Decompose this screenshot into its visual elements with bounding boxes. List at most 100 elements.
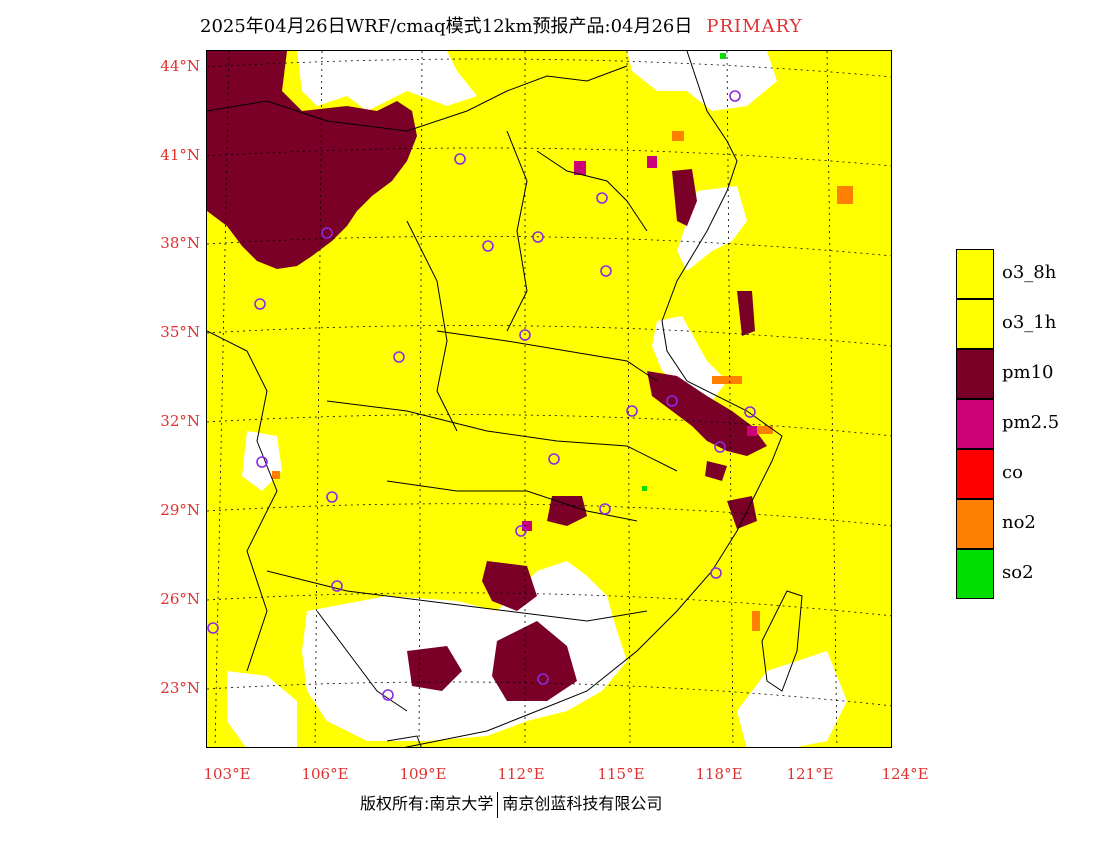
clean-area-north [297,51,477,111]
boundary-hunan [386,480,638,522]
pm25-spot-hunan [522,521,532,531]
lat-label-41: 41°N [160,146,200,164]
parallel-41 [207,147,891,167]
legend-item: no2 [956,499,1076,549]
parallel-29 [207,503,891,527]
lat-label-44: 44°N [160,57,200,75]
meridian-103 [214,51,230,747]
meridian-121 [826,51,838,747]
legend-item: so2 [956,549,1076,599]
lon-label-106: 106°E [301,765,349,783]
legend-item: o3_8h [956,249,1076,299]
legend-swatch [956,449,994,499]
meridian-109 [418,51,423,747]
meridian-106 [314,51,323,747]
pm10-area-zhejiang [705,461,727,481]
station-markers [207,90,756,701]
station-marker [600,265,612,277]
lon-label-115: 115°E [597,765,645,783]
no2-areas [272,131,853,631]
station-marker [382,689,394,701]
boundary-henan [436,330,658,382]
parallel-44 [207,58,891,78]
legend-label: co [1002,462,1023,483]
station-marker [714,441,726,453]
boundary-shaanxi [406,220,458,432]
clean-area-sichuan [242,431,282,491]
taiwan-outline [761,590,803,692]
legend-swatch [956,249,994,299]
station-marker [666,395,678,407]
pm10-area-guangdong [492,621,577,701]
lat-label-29: 29°N [160,501,200,519]
meridian-118 [726,51,734,747]
station-marker [331,580,343,592]
copyright-right: 南京创蓝科技有限公司 [502,794,663,813]
so2-spot-jiangxi [642,486,647,491]
boundary-shanxi [506,130,528,332]
pm25-spot-shanghai [747,426,757,436]
station-marker [454,153,466,165]
lat-label-35: 35°N [160,323,200,341]
legend-swatch [956,299,994,349]
station-marker [599,503,611,515]
legend-swatch [956,349,994,399]
so2-areas [642,53,726,491]
no2-spot-sichuan [272,471,280,479]
pm10-area-jiangxi [547,496,587,526]
pm10-areas [207,51,767,701]
no2-spot-jiangsu [712,376,742,384]
no2-spot-liaoning [837,186,853,204]
no2-spot-taiwan [752,611,760,631]
boundary-south [266,570,648,622]
lat-label-23: 23°N [160,679,200,697]
no2-spot-shandong [672,131,684,141]
legend-item: pm2.5 [956,399,1076,449]
station-marker [537,673,549,685]
coastline [404,51,783,747]
boundary-west [207,330,278,672]
station-marker [256,456,268,468]
boundary-yangtze [326,400,678,472]
station-marker [515,525,527,537]
legend-swatch [956,499,994,549]
legend: o3_8h o3_1h pm10 pm2.5 co no2 so2 [956,249,1076,599]
lat-label-38: 38°N [160,234,200,252]
pollution-map[interactable] [206,50,892,748]
station-marker [596,192,608,204]
lon-label-124: 124°E [881,765,929,783]
station-marker [254,298,266,310]
pm10-area-guangxi [407,646,462,691]
pm25-spot-beijing [647,156,657,168]
so2-spot-north [720,53,726,59]
pm10-area-fujian [727,496,757,529]
parallel-32 [207,414,891,437]
lon-label-118: 118°E [695,765,743,783]
station-marker [519,329,531,341]
station-marker [393,351,405,363]
map-title-text: 2025年04月26日WRF/cmaq模式12km预报产品:04月26日 [200,16,693,37]
legend-item: co [956,449,1076,499]
lat-label-32: 32°N [160,412,200,430]
pm10-area-northwest [207,51,417,269]
station-marker [548,453,560,465]
clean-area-south [302,561,627,741]
clean-area-southeast-sea [737,651,847,747]
map-title: 2025年04月26日WRF/cmaq模式12km预报产品:04月26日 PRIM… [200,12,802,38]
station-marker [321,227,333,239]
legend-item: pm10 [956,349,1076,399]
map-title-tag: PRIMARY [706,16,803,37]
pm10-area-anhui [737,291,755,336]
legend-label: pm10 [1002,362,1054,383]
pm25-spot-hebei [574,161,586,175]
legend-item: o3_1h [956,299,1076,349]
legend-label: so2 [1002,562,1034,583]
station-marker [729,90,741,102]
boundary-hebei [536,150,648,232]
lon-label-121: 121°E [786,765,834,783]
parallel-38 [207,235,891,257]
station-marker [626,405,638,417]
lon-label-109: 109°E [399,765,447,783]
no2-spot-shanghai [757,426,773,434]
legend-swatch [956,399,994,449]
